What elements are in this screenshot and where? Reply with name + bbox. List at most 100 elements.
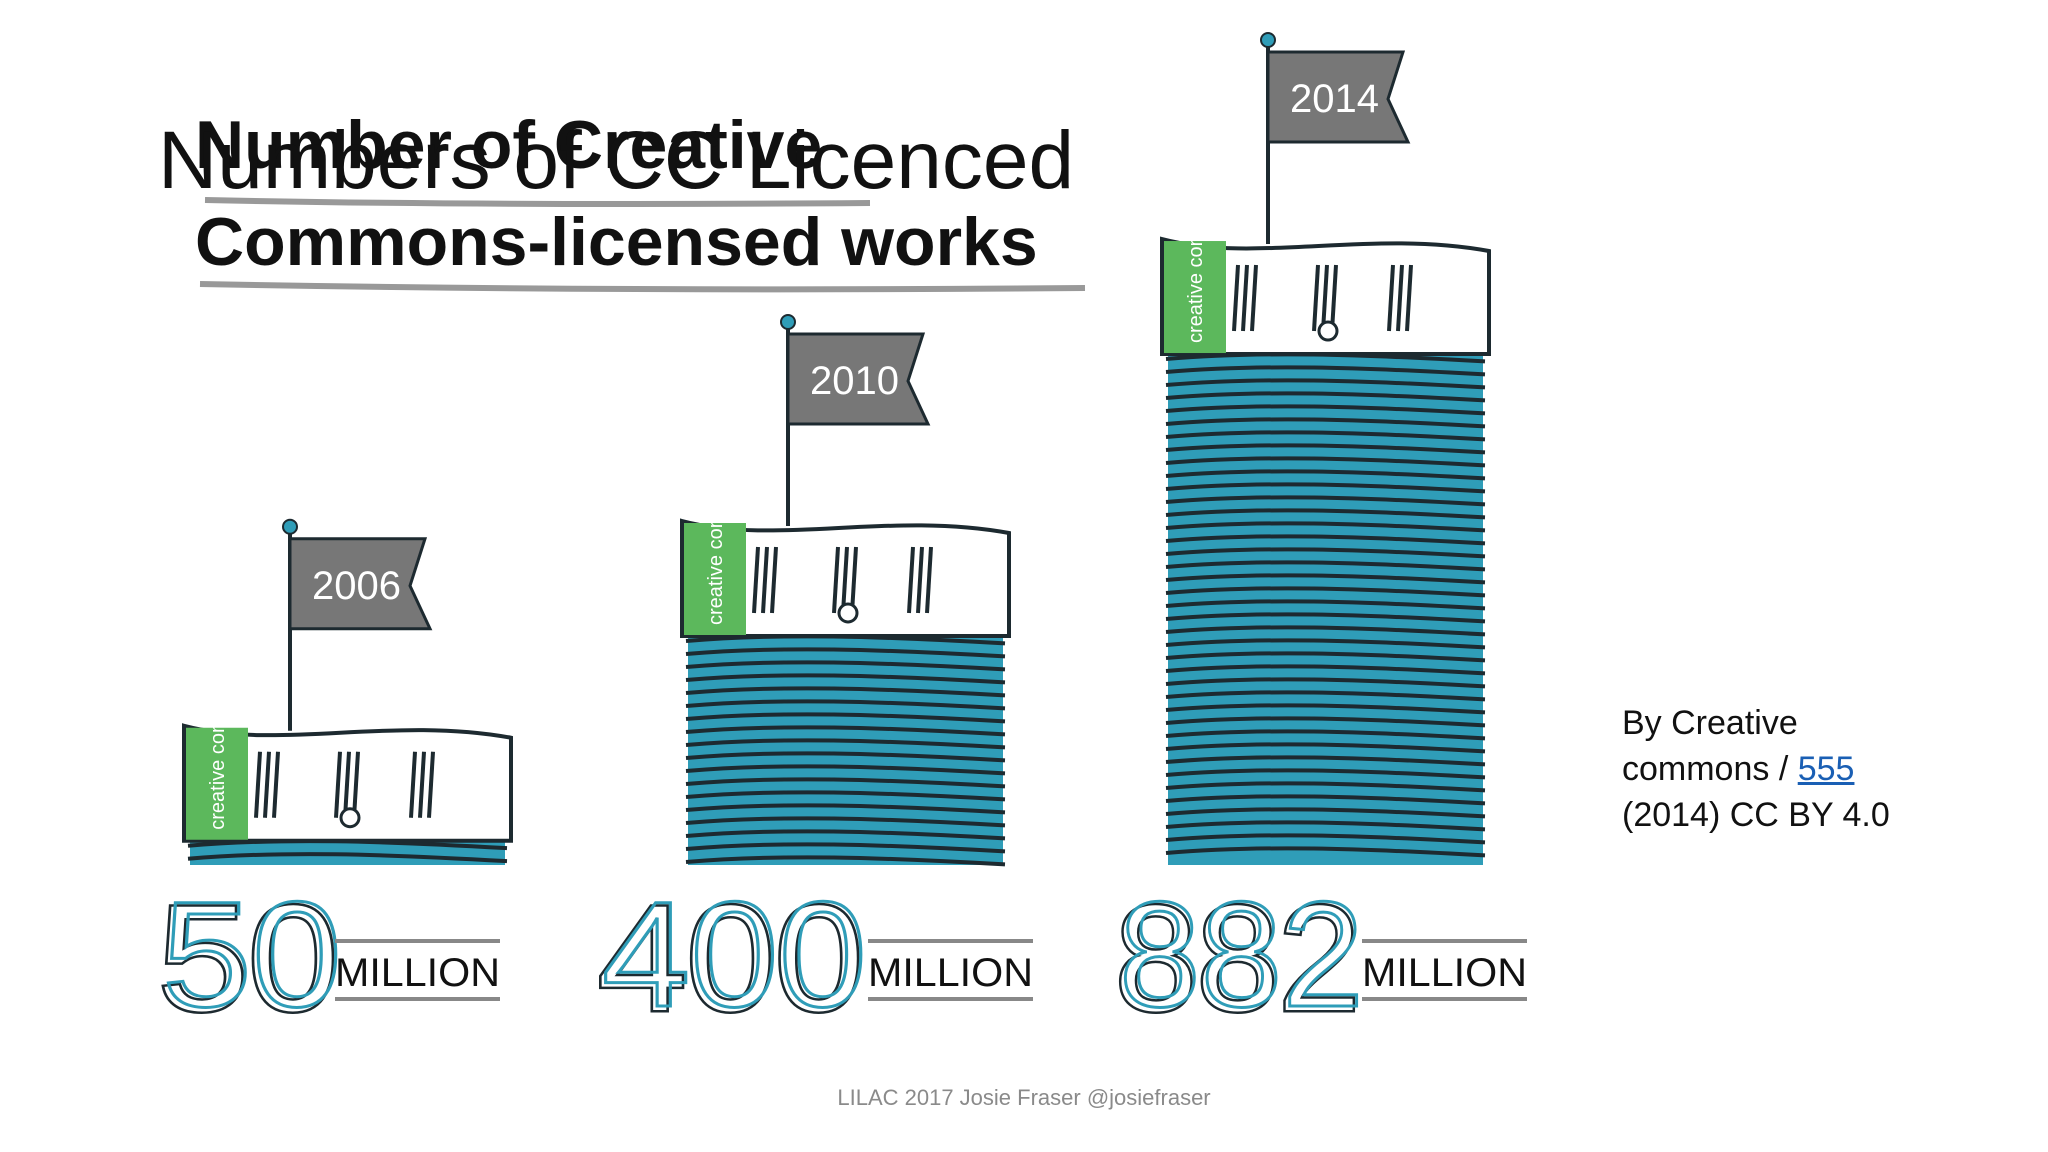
stack-line <box>685 816 1006 828</box>
stack-line <box>1165 755 1486 767</box>
stack-line <box>1165 391 1486 403</box>
scribble-mark <box>409 751 417 818</box>
year-flag-label: 2014 <box>1290 77 1379 121</box>
stack-line <box>685 712 1006 724</box>
flag-pole-knob <box>282 518 298 535</box>
cc-logo-text: creative commons <box>705 463 727 625</box>
stack-line <box>1165 430 1486 442</box>
cc-circle-icon <box>339 807 361 829</box>
cc-logo-strip <box>684 523 746 635</box>
flag-pole-knob <box>1260 32 1276 49</box>
stack-line <box>1165 573 1486 585</box>
scribble-mark <box>334 751 342 818</box>
stack-line <box>1165 703 1486 715</box>
stack-line <box>1165 677 1486 689</box>
stack-line <box>685 647 1006 659</box>
stack-line <box>1165 417 1486 429</box>
stack-line <box>1165 404 1486 416</box>
amount-number: 50 <box>158 874 338 1042</box>
scribble-mark <box>1330 264 1338 332</box>
stack-line <box>1165 807 1486 819</box>
stack-line <box>685 660 1006 672</box>
stack-line <box>1165 560 1486 572</box>
scribble-mark <box>1387 264 1395 332</box>
amount-number-outline: 882 <box>1119 870 1364 1038</box>
scribble-mark <box>343 751 351 818</box>
unit-label: MILLION <box>1362 951 1527 995</box>
stack-line <box>1165 794 1486 806</box>
image-credit: By Creative commons / 555 (2014) CC BY 4… <box>1622 700 1952 838</box>
stack-line <box>685 764 1006 776</box>
stack-line <box>1165 651 1486 663</box>
stack-line <box>1165 820 1486 832</box>
stack-line <box>1165 768 1486 780</box>
scribble-mark <box>1250 264 1258 332</box>
scribble-mark <box>1321 264 1329 332</box>
stack-line <box>1165 456 1486 468</box>
unit-label: MILLION <box>868 951 1033 995</box>
scribble-mark <box>752 546 760 614</box>
amount-number-outline: 400 <box>602 870 867 1038</box>
stack-line <box>685 725 1006 737</box>
stack-line <box>1165 469 1486 481</box>
stack-line <box>685 855 1006 867</box>
stack-line <box>1165 586 1486 598</box>
scribble-mark <box>761 546 769 614</box>
scribble-mark <box>832 546 840 614</box>
amount-number: 882 <box>1115 874 1360 1042</box>
stack-line <box>685 673 1006 685</box>
stack-line <box>1165 638 1486 650</box>
stack-line <box>1165 833 1486 845</box>
stack-line <box>1165 378 1486 390</box>
heading-underline-2 <box>199 281 1086 293</box>
heading-underline-1 <box>204 197 871 207</box>
scribble-mark <box>427 751 435 818</box>
stack-line <box>685 686 1006 698</box>
stack-line <box>1165 443 1486 455</box>
scribble-mark <box>1241 264 1249 332</box>
stack-line <box>1165 599 1486 611</box>
scribble-mark <box>272 751 280 818</box>
stack-line <box>1165 664 1486 676</box>
stack-line <box>685 699 1006 711</box>
cc-logo-text: creative commons <box>1185 181 1207 343</box>
scribble-mark <box>1396 264 1404 332</box>
cc-logo-text: creative commons <box>207 667 229 829</box>
stack-line <box>1165 846 1486 858</box>
scribble-mark <box>263 751 271 818</box>
stack-line <box>685 829 1006 841</box>
stack-line <box>1165 742 1486 754</box>
stack-line <box>1165 495 1486 507</box>
stack-line <box>1165 625 1486 637</box>
year-flag <box>288 537 433 631</box>
flag-pole-knob <box>780 314 796 330</box>
scribble-mark <box>254 751 262 818</box>
amount-number: 400 <box>598 874 863 1042</box>
stack-line <box>1165 365 1486 377</box>
cc-circle-icon <box>837 602 859 624</box>
credit-suffix: (2014) CC BY 4.0 <box>1622 796 1890 834</box>
credit-link[interactable]: 555 <box>1797 750 1855 788</box>
scribble-mark <box>770 546 778 614</box>
scribble-mark <box>850 546 858 614</box>
stack-line <box>1165 729 1486 741</box>
stack-line <box>1165 547 1486 559</box>
credit-prefix: By Creative commons / <box>1622 704 1798 788</box>
cc-logo-strip <box>186 727 248 840</box>
stack-line <box>187 852 508 864</box>
stack-line <box>1165 781 1486 793</box>
infographic-heading-line1: Number of Creative <box>195 107 822 183</box>
stack-line <box>1165 716 1486 728</box>
stack-line <box>1165 612 1486 624</box>
year-flag-label: 2010 <box>810 359 899 403</box>
stack-line <box>685 738 1006 750</box>
cc-logo-strip <box>1164 241 1226 354</box>
stack-line <box>685 842 1006 854</box>
scribble-mark <box>352 751 360 818</box>
stack-line <box>1165 534 1486 546</box>
slide-footer: LILAC 2017 Josie Fraser @josiefraser <box>837 1085 1211 1110</box>
